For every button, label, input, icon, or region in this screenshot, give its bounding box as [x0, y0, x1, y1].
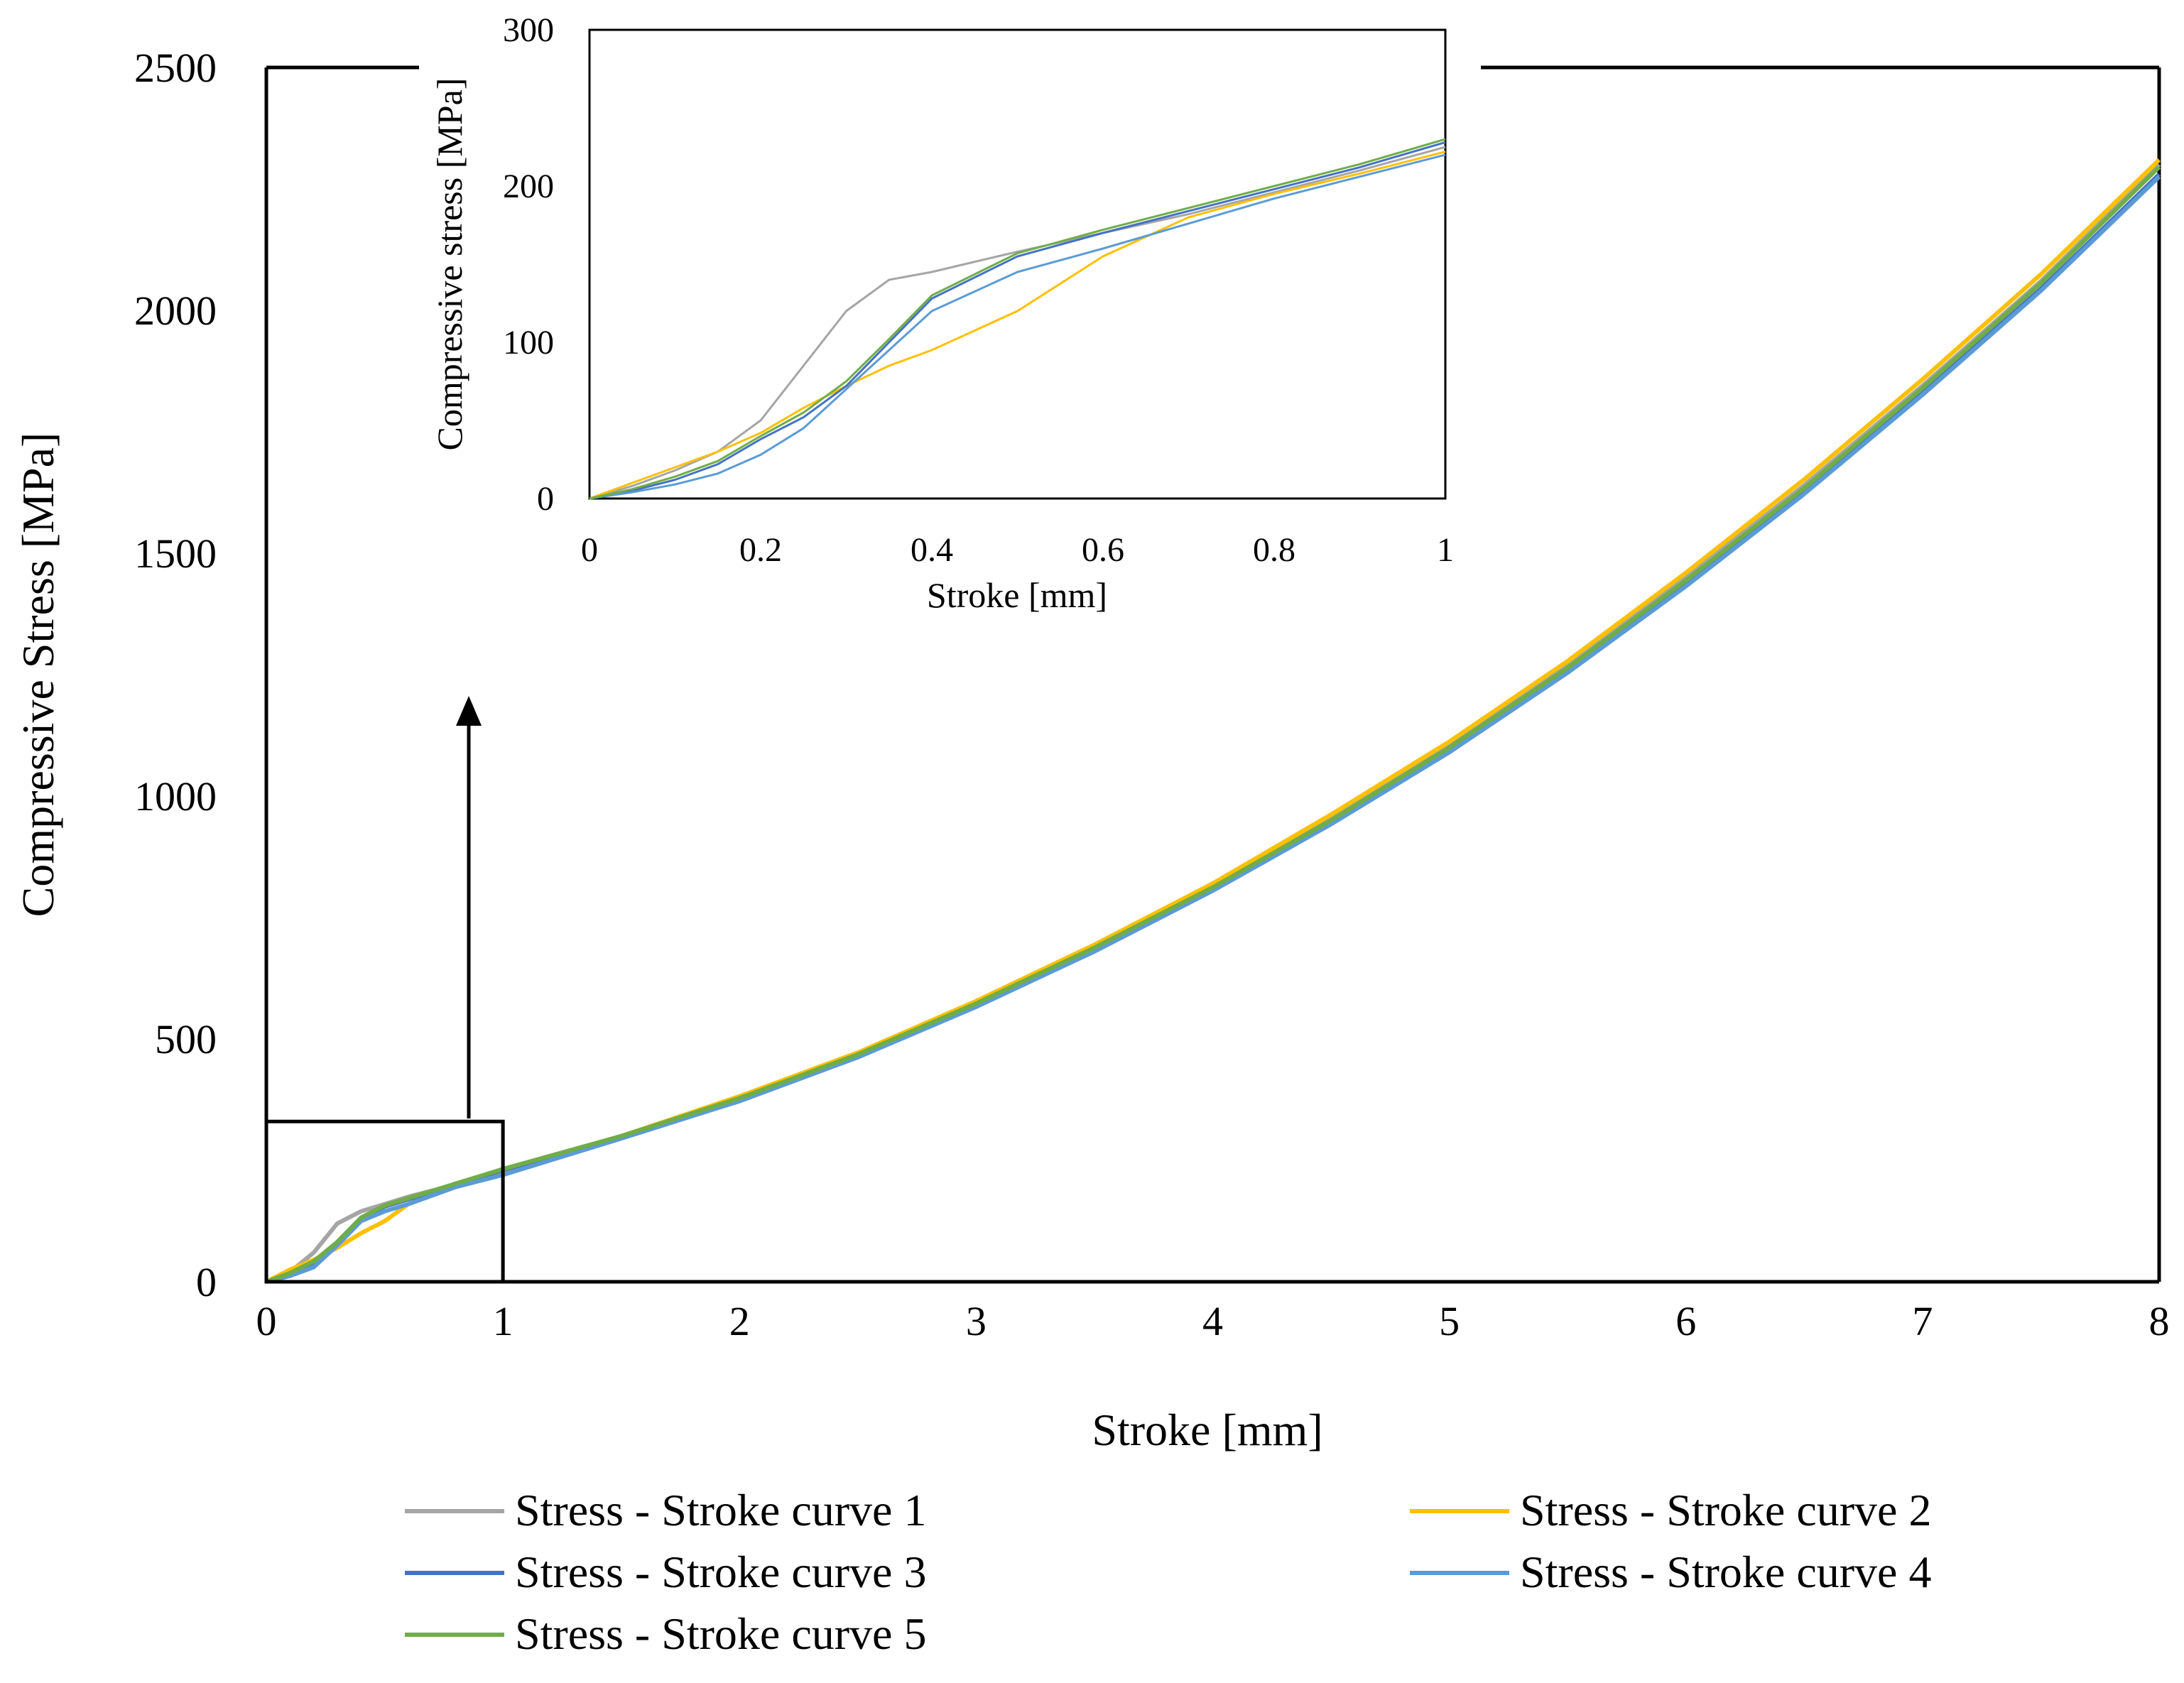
main-series-group [265, 158, 2161, 1284]
inset-frame [588, 28, 1447, 500]
inset-series-line-5 [589, 138, 1446, 500]
zoom-arrow-head [456, 696, 482, 726]
main-x-tick-label: 1 [493, 1298, 514, 1344]
main-x-tick-label: 4 [1202, 1298, 1223, 1344]
inset-tick-labels: 0 0.2 0.4 0.6 0.8 1 0 100 200 300 [503, 11, 1454, 569]
inset-x-tick-label: 0.4 [911, 531, 953, 569]
legend-label-1: Stress - Stroke curve 1 [515, 1485, 926, 1535]
main-y-tick-label: 2500 [134, 45, 217, 91]
main-x-tick-label: 2 [729, 1298, 750, 1344]
main-x-tick-label: 8 [2149, 1298, 2170, 1344]
main-series-line-5 [265, 165, 2161, 1284]
inset-x-tick-label: 0.6 [1082, 531, 1124, 569]
main-y-tick-label: 2000 [134, 288, 217, 334]
inset-y-tick-label: 300 [503, 11, 554, 49]
main-plot-frame [264, 65, 2161, 1284]
main-x-tick-label: 6 [1675, 1298, 1696, 1344]
legend: Stress - Stroke curve 1 Stress - Stroke c… [405, 1485, 1931, 1659]
main-series-line-4 [266, 175, 2161, 1284]
main-x-tick-label: 5 [1439, 1298, 1460, 1344]
main-x-axis-title: Stroke [mm] [1092, 1405, 1322, 1455]
main-y-tick-label: 0 [196, 1259, 217, 1305]
inset-series-line-2 [589, 151, 1446, 500]
main-y-axis-title: Compressive Stress [MPa] [13, 432, 63, 917]
legend-label-5: Stress - Stroke curve 5 [515, 1608, 926, 1659]
zoom-arrow [456, 696, 482, 1118]
main-x-tick-label: 7 [1912, 1298, 1933, 1344]
inset-series-line-3 [589, 141, 1446, 500]
inset-x-tick-label: 1 [1437, 531, 1454, 569]
inset-y-tick-label: 100 [503, 324, 554, 361]
main-y-tick-label: 1500 [134, 530, 217, 577]
inset-y-tick-label: 200 [503, 168, 554, 205]
inset-x-axis-title: Stroke [mm] [927, 575, 1107, 615]
legend-label-4: Stress - Stroke curve 4 [1520, 1547, 1931, 1597]
main-x-tick-label: 0 [256, 1298, 277, 1344]
inset-series-line-1 [589, 146, 1446, 500]
inset-x-tick-label: 0.8 [1253, 531, 1295, 569]
main-y-tick-label: 1000 [134, 773, 217, 819]
legend-label-2: Stress - Stroke curve 2 [1520, 1485, 1931, 1535]
main-x-tick-label: 3 [966, 1298, 987, 1344]
inset-series-line-4 [589, 153, 1446, 500]
inset-y-axis-title: Compressive stress [MPa] [430, 78, 469, 451]
legend-label-3: Stress - Stroke curve 3 [515, 1547, 926, 1597]
inset-x-tick-label: 0.2 [739, 531, 782, 569]
main-y-tick-label: 500 [155, 1016, 217, 1062]
inset-x-tick-label: 0 [581, 531, 598, 569]
zoom-box [264, 1119, 505, 1284]
inset-y-tick-label: 0 [537, 480, 554, 518]
inset-series-group [589, 138, 1446, 500]
